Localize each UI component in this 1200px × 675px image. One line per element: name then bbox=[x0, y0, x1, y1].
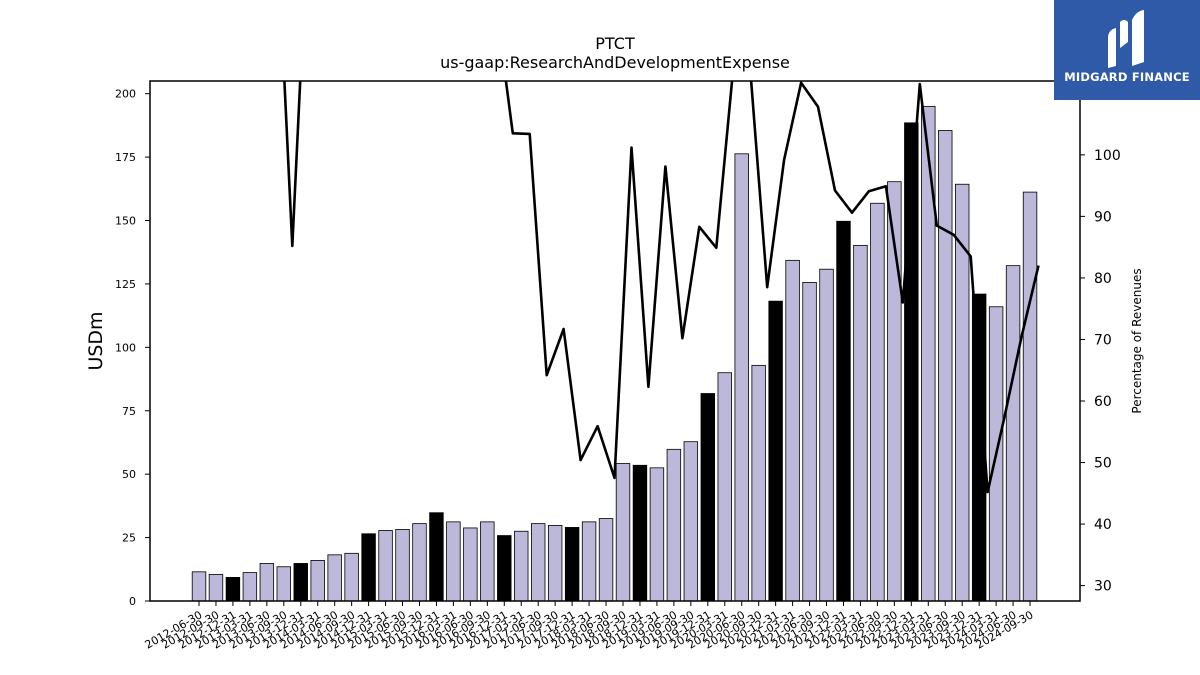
bar bbox=[446, 521, 461, 602]
bar bbox=[1005, 265, 1021, 602]
y2-tick-label: 50 bbox=[1094, 456, 1112, 472]
bar bbox=[463, 527, 478, 602]
y2-tick-label: 70 bbox=[1094, 332, 1112, 348]
bar bbox=[497, 535, 512, 602]
bar bbox=[938, 130, 953, 602]
y-tick-label: 125 bbox=[115, 278, 136, 291]
bar bbox=[768, 300, 783, 602]
bar bbox=[819, 268, 834, 602]
bar bbox=[785, 259, 800, 602]
chart-title: PTCT bbox=[595, 34, 635, 53]
logo-text: MIDGARD FINANCE bbox=[1064, 70, 1190, 84]
y-tick-label: 50 bbox=[122, 468, 136, 481]
y-tick-label: 175 bbox=[115, 151, 136, 164]
plot-area: 0255075100125150175200304050607080901002… bbox=[115, 81, 1121, 652]
bar bbox=[734, 153, 749, 602]
bar bbox=[598, 518, 614, 602]
y-tick-label: 150 bbox=[115, 215, 136, 228]
y2-axis-label: Percentage of Revenues bbox=[1130, 268, 1144, 413]
y2-tick-label: 80 bbox=[1094, 271, 1112, 287]
y-tick-label: 25 bbox=[122, 532, 136, 545]
bar bbox=[429, 512, 444, 602]
y-axis-label: USDm bbox=[85, 311, 107, 370]
plot-frame bbox=[149, 80, 1081, 602]
bar bbox=[344, 552, 359, 602]
bar bbox=[531, 523, 546, 602]
y2-tick-label: 30 bbox=[1094, 579, 1112, 595]
y-tick-label: 100 bbox=[115, 341, 136, 354]
bar bbox=[242, 572, 258, 602]
bar bbox=[666, 448, 682, 602]
bar bbox=[921, 105, 936, 602]
bar bbox=[649, 467, 665, 602]
bar bbox=[632, 464, 648, 602]
y2-tick-label: 90 bbox=[1094, 209, 1112, 225]
bar bbox=[276, 566, 292, 602]
bar bbox=[836, 220, 851, 602]
bar bbox=[683, 441, 699, 602]
bar bbox=[293, 563, 308, 602]
y2-tick-label: 40 bbox=[1094, 517, 1112, 533]
chart-subtitle: us-gaap:ResearchAndDevelopmentExpense bbox=[440, 53, 790, 72]
bar bbox=[751, 364, 766, 602]
midgard-finance-logo: MIDGARD FINANCE bbox=[1054, 0, 1200, 100]
bar bbox=[564, 527, 580, 602]
bar bbox=[259, 563, 275, 602]
bar bbox=[717, 372, 732, 602]
bar bbox=[1022, 191, 1038, 602]
bar bbox=[191, 571, 207, 602]
percentage-line bbox=[283, 81, 302, 248]
bar bbox=[480, 521, 495, 602]
bar bbox=[361, 533, 376, 602]
bar bbox=[870, 202, 885, 602]
percentage-line bbox=[504, 81, 1040, 494]
bar bbox=[327, 554, 342, 602]
bar bbox=[310, 560, 325, 602]
bar bbox=[700, 393, 716, 602]
bar bbox=[853, 244, 868, 602]
y-tick-label: 0 bbox=[129, 595, 136, 608]
bar bbox=[581, 521, 597, 602]
y-tick-label: 75 bbox=[122, 405, 136, 418]
y-tick-label: 200 bbox=[115, 88, 136, 101]
bar bbox=[802, 281, 817, 602]
bar bbox=[225, 577, 241, 602]
bar bbox=[395, 529, 410, 602]
bar bbox=[615, 463, 631, 602]
bar bbox=[514, 530, 529, 602]
bar bbox=[412, 523, 427, 602]
bar bbox=[378, 530, 393, 602]
bar bbox=[208, 573, 224, 602]
y2-tick-label: 60 bbox=[1094, 394, 1112, 410]
bar bbox=[547, 525, 563, 602]
y2-tick-label: 100 bbox=[1094, 148, 1121, 164]
midgard-m-icon bbox=[1108, 10, 1144, 68]
